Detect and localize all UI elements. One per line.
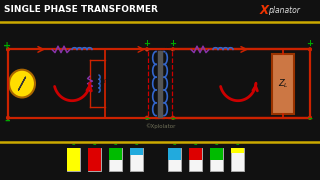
Bar [210, 148, 222, 160]
Text: $I_m$: $I_m$ [97, 50, 103, 59]
Text: –: – [4, 116, 10, 126]
Text: ø: ø [158, 131, 162, 136]
Text: +: + [143, 39, 150, 48]
Text: –: – [92, 141, 96, 147]
Text: E₂: E₂ [171, 174, 177, 179]
Text: V₂: V₂ [234, 174, 240, 179]
Text: +: + [170, 39, 177, 48]
Bar [230, 148, 244, 153]
Text: –: – [71, 141, 75, 147]
Circle shape [9, 70, 35, 98]
Bar [272, 54, 294, 114]
Bar [167, 148, 180, 171]
Text: $X_1$: $X_1$ [77, 37, 86, 46]
Bar [108, 148, 122, 171]
Text: I₂: I₂ [193, 174, 197, 179]
Bar [87, 148, 100, 171]
Circle shape [6, 116, 10, 119]
Text: $E_1$: $E_1$ [149, 117, 157, 126]
Bar [87, 148, 100, 171]
Text: –: – [145, 114, 149, 124]
Text: $I_0$: $I_0$ [88, 50, 94, 59]
Circle shape [146, 48, 148, 51]
Bar [230, 148, 244, 171]
Text: N2: N2 [165, 45, 171, 49]
Text: –: – [214, 141, 218, 147]
Bar [210, 148, 222, 171]
Bar [67, 148, 79, 171]
Text: E₁: E₁ [133, 174, 139, 179]
Text: $E_2$: $E_2$ [163, 117, 171, 126]
Text: $I_1$: $I_1$ [39, 39, 45, 48]
Text: ©Xplolator: ©Xplolator [145, 123, 175, 129]
Bar [130, 148, 142, 171]
Text: +: + [3, 41, 11, 51]
Bar [188, 148, 202, 160]
Circle shape [172, 48, 174, 51]
Bar [67, 148, 79, 171]
Text: SINGLE PHASE TRANSFORMER: SINGLE PHASE TRANSFORMER [4, 5, 158, 14]
Text: $R_0$: $R_0$ [81, 78, 89, 87]
Bar [108, 148, 122, 160]
Text: –: – [134, 141, 138, 147]
Text: ø': ø' [213, 174, 219, 179]
Bar [188, 148, 202, 171]
Text: –: – [171, 114, 175, 124]
Text: –: – [235, 141, 239, 147]
Text: I₁: I₁ [92, 174, 96, 179]
Text: N1=K: N1=K [165, 50, 177, 54]
Circle shape [146, 116, 148, 119]
Text: $I_2$: $I_2$ [243, 39, 249, 48]
Text: +: + [307, 39, 314, 48]
Text: –: – [308, 114, 312, 124]
Text: V₁: V₁ [70, 174, 76, 179]
Circle shape [308, 48, 311, 51]
Bar [0, 177, 320, 180]
Text: ø: ø [113, 174, 117, 179]
Bar [130, 148, 142, 155]
Text: $X_2$: $X_2$ [219, 37, 228, 46]
Text: $X_0$: $X_0$ [101, 78, 109, 87]
Bar [167, 148, 180, 160]
Text: $I_2'=KI_2$: $I_2'=KI_2$ [122, 38, 142, 48]
Text: $V_2$: $V_2$ [315, 78, 320, 89]
Circle shape [308, 116, 311, 119]
Text: –: – [113, 141, 117, 147]
Text: $R_1$: $R_1$ [57, 37, 65, 46]
Text: X: X [260, 4, 269, 17]
Text: –: – [193, 141, 197, 147]
Text: $V_1$: $V_1$ [0, 77, 6, 90]
Circle shape [6, 48, 10, 51]
Circle shape [172, 116, 174, 119]
Bar [148, 49, 172, 118]
Text: $R_2$: $R_2$ [196, 37, 204, 46]
Text: planator: planator [268, 6, 300, 15]
Text: –: – [172, 141, 176, 147]
Text: $Z_L$: $Z_L$ [277, 77, 288, 90]
